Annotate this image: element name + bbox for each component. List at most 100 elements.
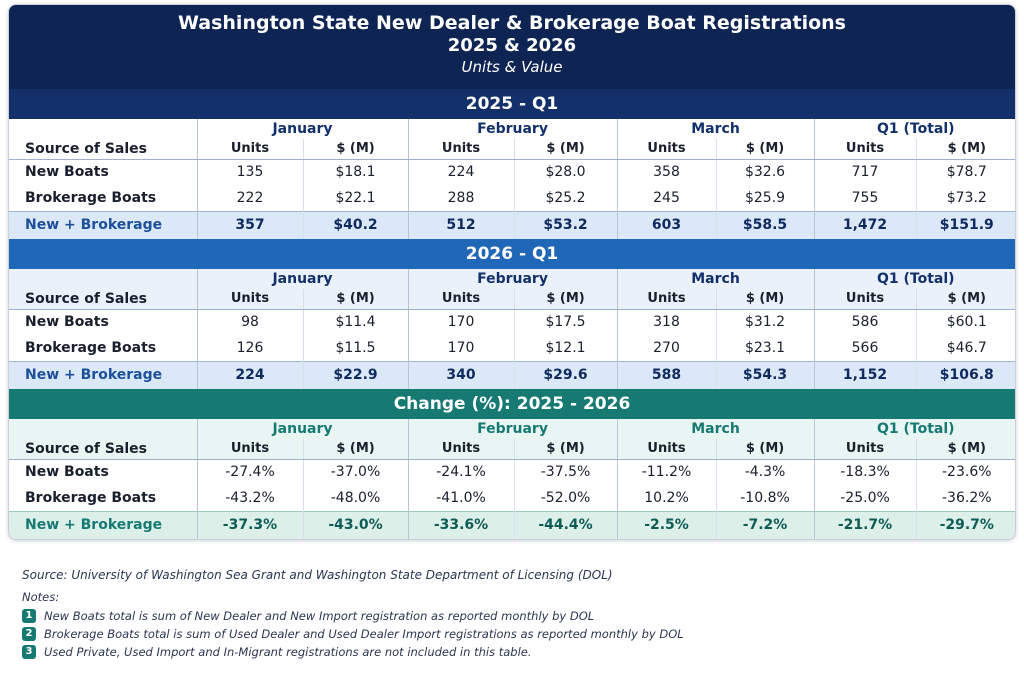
units-label: Units — [407, 439, 515, 460]
total-label: New + Brokerage — [9, 360, 197, 389]
cell: 318 — [616, 309, 717, 335]
cell: -11.2% — [616, 459, 717, 485]
total-cell: $22.9 — [302, 360, 409, 389]
total-cell: $106.8 — [915, 360, 1015, 389]
units-label: Units — [616, 289, 717, 310]
table-row: New Boats -27.4% -37.0% -24.1% -37.5% -1… — [9, 459, 1015, 485]
cell: 170 — [407, 309, 515, 335]
month-header-row: January February March Q1 (Total) — [9, 269, 1015, 289]
total-cell: $151.9 — [915, 210, 1015, 239]
table-2026-q1: January February March Q1 (Total) Source… — [9, 269, 1015, 389]
value-label: $ (M) — [715, 439, 815, 460]
total-cell: $58.5 — [715, 210, 815, 239]
units-label: Units — [407, 289, 515, 310]
total-cell: -21.7% — [813, 510, 917, 539]
registrations-table-card: Washington State New Dealer & Brokerage … — [8, 4, 1016, 540]
section-heading-2026: 2026 - Q1 — [9, 239, 1015, 269]
month-label: Q1 (Total) — [813, 419, 1015, 439]
month-label: February — [407, 269, 618, 289]
note-number-badge: 2 — [22, 627, 36, 641]
table-change: January February March Q1 (Total) Source… — [9, 419, 1015, 539]
month-label: February — [407, 119, 618, 139]
table-row: New Boats 135 $18.1 224 $28.0 358 $32.6 … — [9, 159, 1015, 185]
cell: 170 — [407, 335, 515, 361]
row-label: New Boats — [25, 314, 109, 331]
note-item: 1 New Boats total is sum of New Dealer a… — [22, 607, 1002, 625]
cell: -25.0% — [813, 485, 917, 511]
cell: $18.1 — [302, 159, 409, 185]
cell: $17.5 — [513, 309, 618, 335]
units-label: Units — [813, 139, 917, 160]
cell: $11.4 — [302, 309, 409, 335]
total-cell: 603 — [616, 210, 717, 239]
value-label: $ (M) — [513, 439, 618, 460]
total-cell: -37.3% — [196, 510, 303, 539]
cell: 126 — [196, 335, 303, 361]
subheader-row: Source of Sales Units $ (M) Units $ (M) … — [9, 139, 1015, 160]
source-of-sales-label: Source of Sales — [9, 289, 197, 310]
row-label: Brokerage Boats — [25, 489, 157, 506]
cell: -52.0% — [513, 485, 618, 511]
cell: -48.0% — [302, 485, 409, 511]
table-row: Brokerage Boats 126 $11.5 170 $12.1 270 … — [9, 335, 1015, 361]
cell: -37.0% — [302, 459, 409, 485]
total-cell: $53.2 — [513, 210, 618, 239]
note-text: Used Private, Used Import and In-Migrant… — [44, 645, 532, 659]
cell: $31.2 — [715, 309, 815, 335]
section-heading-2025: 2025 - Q1 — [9, 89, 1015, 119]
month-label: January — [196, 419, 409, 439]
cell: -41.0% — [407, 485, 515, 511]
table-2025-q1: January February March Q1 (Total) Source… — [9, 119, 1015, 239]
cell: $12.1 — [513, 335, 618, 361]
value-label: $ (M) — [302, 139, 409, 160]
month-label: Q1 (Total) — [813, 119, 1015, 139]
cell: 288 — [407, 185, 515, 211]
total-cell: $54.3 — [715, 360, 815, 389]
total-cell: 1,472 — [813, 210, 917, 239]
month-label: January — [196, 269, 409, 289]
note-item: 3 Used Private, Used Import and In-Migra… — [22, 643, 1002, 661]
table-row: New Boats 98 $11.4 170 $17.5 318 $31.2 5… — [9, 309, 1015, 335]
value-label: $ (M) — [915, 289, 1015, 310]
row-label: New Boats — [25, 464, 109, 481]
value-label: $ (M) — [915, 439, 1015, 460]
month-label: January — [196, 119, 409, 139]
source-of-sales-label: Source of Sales — [9, 139, 197, 160]
units-label: Units — [407, 139, 515, 160]
month-header-row: January February March Q1 (Total) — [9, 419, 1015, 439]
cell: -4.3% — [715, 459, 815, 485]
cell: 586 — [813, 309, 917, 335]
units-label: Units — [196, 439, 303, 460]
cell: $60.1 — [915, 309, 1015, 335]
total-cell: 588 — [616, 360, 717, 389]
value-label: $ (M) — [513, 289, 618, 310]
row-label: Brokerage Boats — [25, 339, 157, 356]
subheader-row: Source of Sales Units $ (M) Units $ (M) … — [9, 439, 1015, 460]
units-label: Units — [196, 289, 303, 310]
cell: -37.5% — [513, 459, 618, 485]
units-label: Units — [616, 139, 717, 160]
units-label: Units — [616, 439, 717, 460]
cell: -27.4% — [196, 459, 303, 485]
month-header-row: January February March Q1 (Total) — [9, 119, 1015, 139]
value-label: $ (M) — [513, 139, 618, 160]
row-label: Brokerage Boats — [25, 189, 157, 206]
units-label: Units — [813, 439, 917, 460]
cell: 222 — [196, 185, 303, 211]
cell: 717 — [813, 159, 917, 185]
page-title: Washington State New Dealer & Brokerage … — [178, 12, 846, 34]
cell: $28.0 — [513, 159, 618, 185]
note-number-badge: 3 — [22, 645, 36, 659]
value-label: $ (M) — [915, 139, 1015, 160]
month-label: March — [616, 119, 815, 139]
cell: 358 — [616, 159, 717, 185]
page-subtitle-years: 2025 & 2026 — [447, 35, 577, 56]
cell: -36.2% — [915, 485, 1015, 511]
cell: 755 — [813, 185, 917, 211]
section-heading-change: Change (%): 2025 - 2026 — [9, 389, 1015, 419]
total-row: New + Brokerage 357 $40.2 512 $53.2 603 … — [9, 210, 1015, 239]
total-cell: 512 — [407, 210, 515, 239]
total-cell: 1,152 — [813, 360, 917, 389]
note-text: Brokerage Boats total is sum of Used Dea… — [44, 627, 684, 641]
table-row: Brokerage Boats -43.2% -48.0% -41.0% -52… — [9, 485, 1015, 511]
